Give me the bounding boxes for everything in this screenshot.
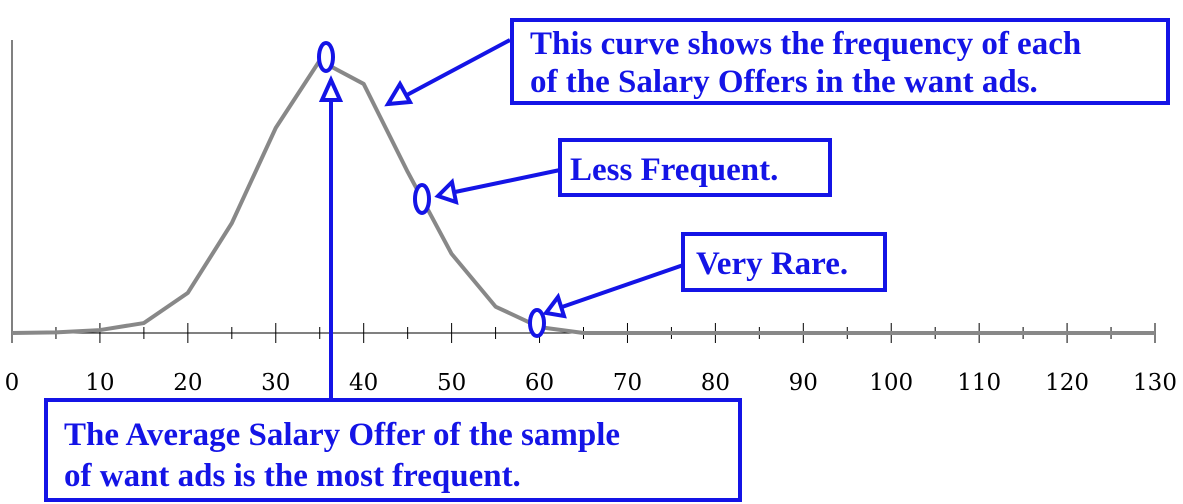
x-tick-label: 20 — [173, 370, 202, 396]
peak-marker — [317, 41, 335, 73]
x-tick-label: 70 — [613, 370, 642, 396]
arrow-head — [542, 292, 567, 319]
arrow — [561, 260, 693, 309]
arrow-head — [384, 80, 414, 107]
x-tick-label: 110 — [957, 370, 1001, 396]
x-tick-label: 100 — [869, 370, 913, 396]
x-tick-label: 10 — [85, 370, 114, 396]
arrow — [404, 38, 511, 98]
x-tick-label: 50 — [437, 370, 466, 396]
annotation-text: Very Rare. — [696, 246, 848, 282]
annotation-text: The Average Salary Offer of the sample — [64, 417, 620, 453]
rare-marker — [528, 308, 546, 338]
annotation-text: Less Frequent. — [570, 152, 778, 188]
arrow-head — [434, 177, 459, 205]
annotation-box — [558, 138, 832, 197]
annotation-text: This curve shows the frequency of each — [530, 26, 1081, 62]
annotation-box — [510, 18, 1170, 105]
annotation-text: of the Salary Offers in the want ads. — [530, 64, 1038, 100]
x-tick-label: 80 — [701, 370, 730, 396]
annotation-box — [681, 232, 887, 292]
arrow — [454, 168, 561, 194]
annotation-text: of want ads is the most frequent. — [64, 458, 521, 494]
x-tick-label: 0 — [5, 370, 20, 396]
x-tick-label: 130 — [1133, 370, 1177, 396]
x-tick-label: 30 — [261, 370, 290, 396]
x-tick-label: 120 — [1045, 370, 1089, 396]
x-tick-label: 40 — [349, 370, 378, 396]
x-tick-label: 90 — [789, 370, 818, 396]
x-tick-label: 60 — [525, 370, 554, 396]
arrow-head — [318, 75, 344, 102]
annotation-box — [44, 398, 742, 502]
less-frequent-marker — [413, 183, 431, 215]
